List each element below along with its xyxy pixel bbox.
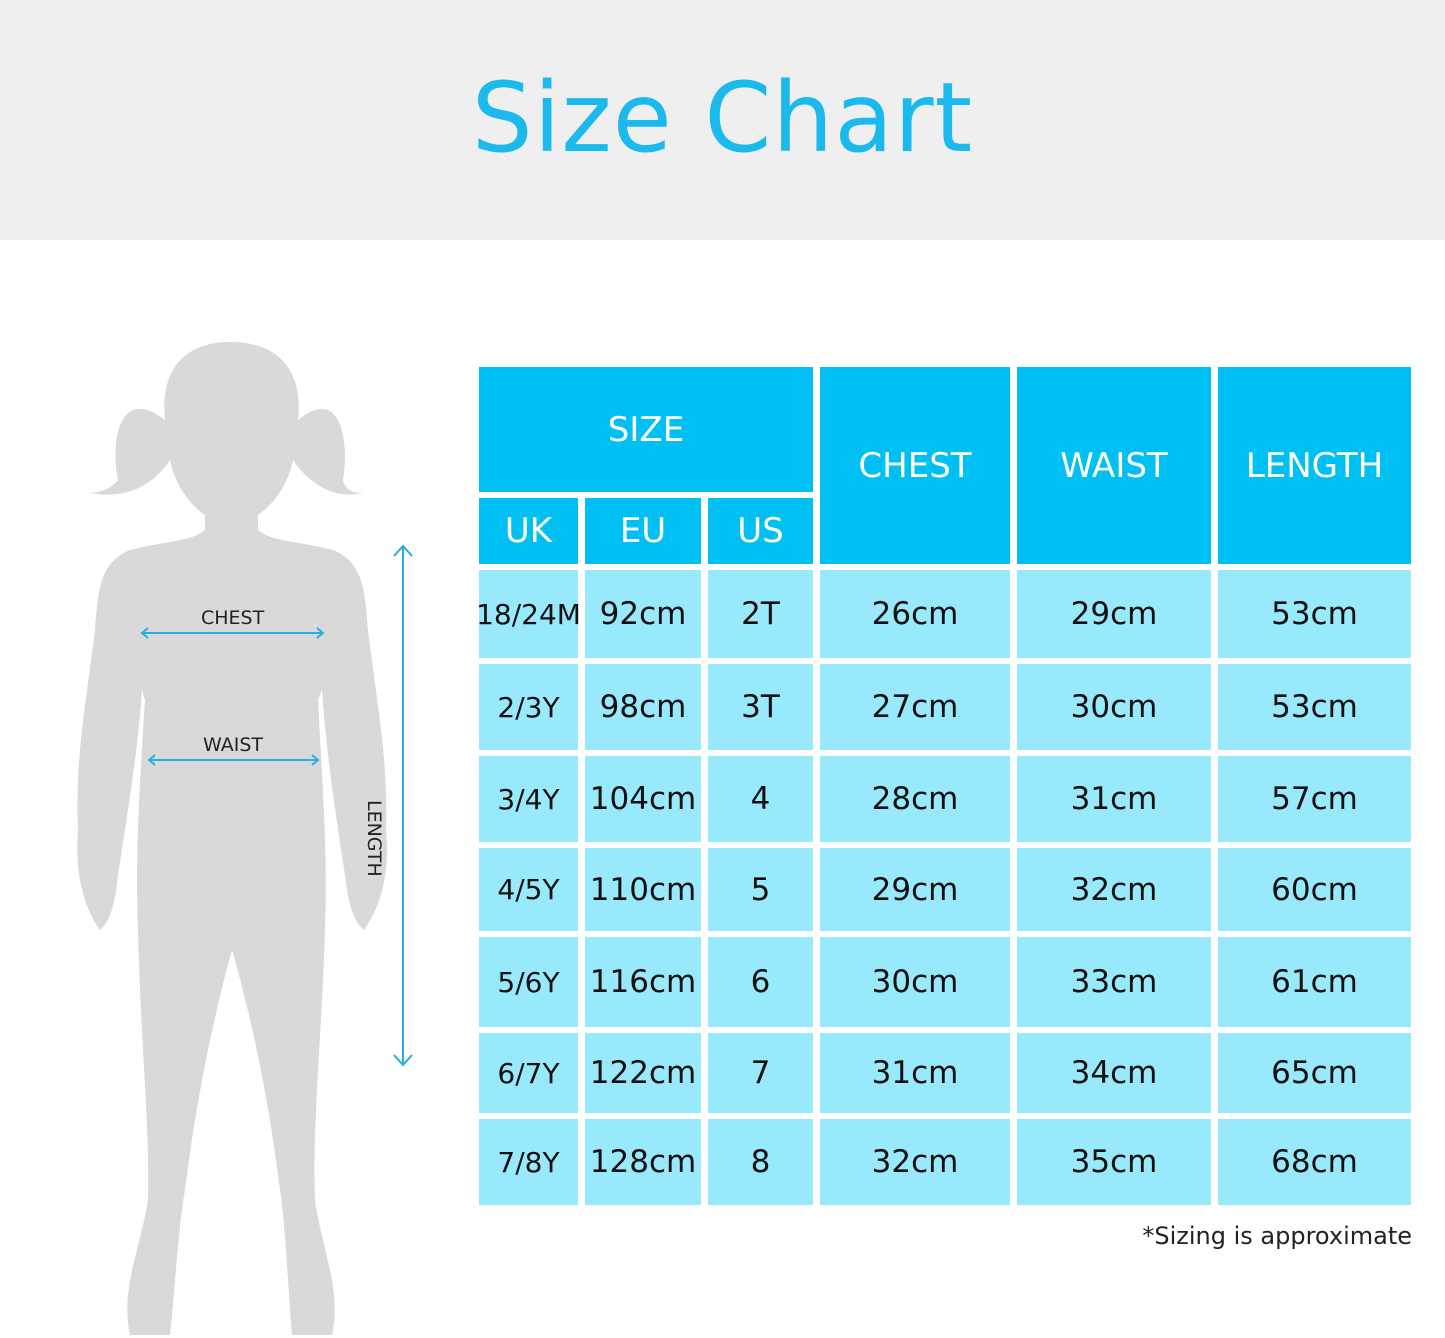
cell-chest: 28cm (820, 756, 1010, 842)
cell-chest: 30cm (820, 937, 1010, 1027)
cell-eu: 122cm (585, 1033, 701, 1113)
header-uk: UK (479, 498, 578, 564)
header-waist: WAIST (1017, 367, 1211, 564)
cell-waist: 31cm (1017, 756, 1211, 842)
cell-us: 8 (708, 1119, 813, 1205)
header-length: LENGTH (1218, 367, 1411, 564)
child-silhouette (77, 342, 413, 1335)
cell-waist: 32cm (1017, 848, 1211, 931)
cell-length: 53cm (1218, 664, 1411, 750)
measure-arrows (140, 544, 413, 1067)
cell-length: 53cm (1218, 570, 1411, 658)
cell-waist: 30cm (1017, 664, 1211, 750)
cell-chest: 27cm (820, 664, 1010, 750)
cell-uk: 7/8Y (479, 1119, 578, 1205)
cell-length: 65cm (1218, 1033, 1411, 1113)
cell-chest: 29cm (820, 848, 1010, 931)
header-size: SIZE (479, 367, 813, 492)
cell-eu: 104cm (585, 756, 701, 842)
cell-chest: 26cm (820, 570, 1010, 658)
cell-length: 60cm (1218, 848, 1411, 931)
header-us: US (708, 498, 813, 564)
cell-eu: 110cm (585, 848, 701, 931)
cell-waist: 29cm (1017, 570, 1211, 658)
header-eu: EU (585, 498, 701, 564)
cell-eu: 98cm (585, 664, 701, 750)
cell-chest: 32cm (820, 1119, 1010, 1205)
size-table: SIZE UK EU US CHEST WAIST LENGTH 18/24M 9… (476, 367, 1411, 1205)
cell-uk: 18/24M (476, 570, 581, 658)
cell-length: 57cm (1218, 756, 1411, 842)
cell-uk: 4/5Y (479, 848, 578, 931)
cell-us: 4 (708, 756, 813, 842)
sizing-note: *Sizing is approximate (1142, 1222, 1412, 1250)
cell-eu: 92cm (585, 570, 701, 658)
cell-us: 3T (708, 664, 813, 750)
cell-us: 2T (708, 570, 813, 658)
cell-us: 5 (708, 848, 813, 931)
page-title: Size Chart (471, 62, 974, 174)
waist-label: WAIST (203, 734, 264, 756)
cell-uk: 6/7Y (479, 1033, 578, 1113)
cell-uk: 3/4Y (479, 756, 578, 842)
cell-length: 68cm (1218, 1119, 1411, 1205)
cell-uk: 5/6Y (479, 937, 578, 1027)
cell-us: 6 (708, 937, 813, 1027)
cell-waist: 33cm (1017, 937, 1211, 1027)
title-banner (0, 0, 1445, 240)
chest-label: CHEST (201, 607, 265, 629)
cell-uk: 2/3Y (479, 664, 578, 750)
cell-length: 61cm (1218, 937, 1411, 1027)
cell-waist: 35cm (1017, 1119, 1211, 1205)
cell-chest: 31cm (820, 1033, 1010, 1113)
length-label: LENGTH (363, 800, 385, 877)
cell-eu: 116cm (585, 937, 701, 1027)
header-chest: CHEST (820, 367, 1010, 564)
cell-waist: 34cm (1017, 1033, 1211, 1113)
cell-eu: 128cm (585, 1119, 701, 1205)
cell-us: 7 (708, 1033, 813, 1113)
